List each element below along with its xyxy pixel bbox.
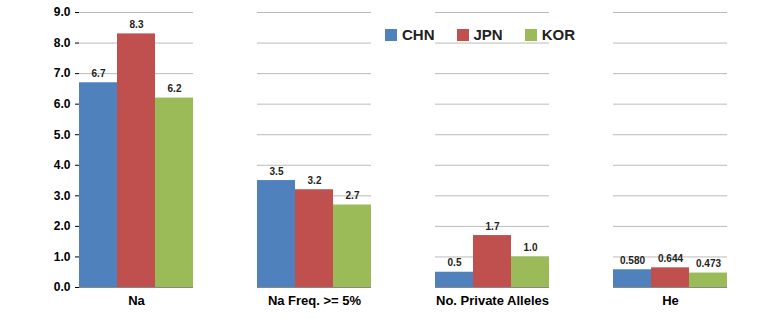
svg-text:8.3: 8.3 [130, 19, 144, 30]
svg-text:1.7: 1.7 [486, 221, 500, 232]
html-text:KOR: KOR [541, 26, 575, 43]
svg-text:0.644: 0.644 [658, 253, 683, 264]
svg-text:0.580: 0.580 [620, 255, 645, 266]
svg-text:7.0: 7.0 [54, 66, 71, 80]
svg-text:5.0: 5.0 [54, 128, 71, 142]
svg-text:2.7: 2.7 [346, 190, 360, 201]
svg-text:No. Private Alleles: No. Private Alleles [436, 293, 549, 308]
svg-text:9.0: 9.0 [54, 5, 71, 19]
svg-text:2.0: 2.0 [54, 219, 71, 233]
svg-text:Na: Na [128, 293, 145, 308]
svg-text:4.0: 4.0 [54, 158, 71, 172]
svg-text:0.0: 0.0 [54, 280, 71, 294]
svg-text:6.7: 6.7 [92, 68, 106, 79]
svg-text:3.0: 3.0 [54, 189, 71, 203]
svg-text:3.2: 3.2 [308, 175, 322, 186]
svg-text:1.0: 1.0 [524, 242, 538, 253]
svg-text:1.0: 1.0 [54, 250, 71, 264]
html-text:JPN: JPN [473, 26, 503, 43]
svg-text:6.2: 6.2 [168, 83, 182, 94]
svg-text:0.473: 0.473 [696, 258, 721, 269]
svg-text:Na Freq. >= 5%: Na Freq. >= 5% [268, 293, 362, 308]
svg-text:6.0: 6.0 [54, 97, 71, 111]
svg-text:He: He [662, 293, 679, 308]
html-text:CHN: CHN [402, 26, 435, 43]
svg-text:0.5: 0.5 [448, 257, 462, 268]
svg-text:8.0: 8.0 [54, 36, 71, 50]
svg-text:3.5: 3.5 [270, 166, 284, 177]
